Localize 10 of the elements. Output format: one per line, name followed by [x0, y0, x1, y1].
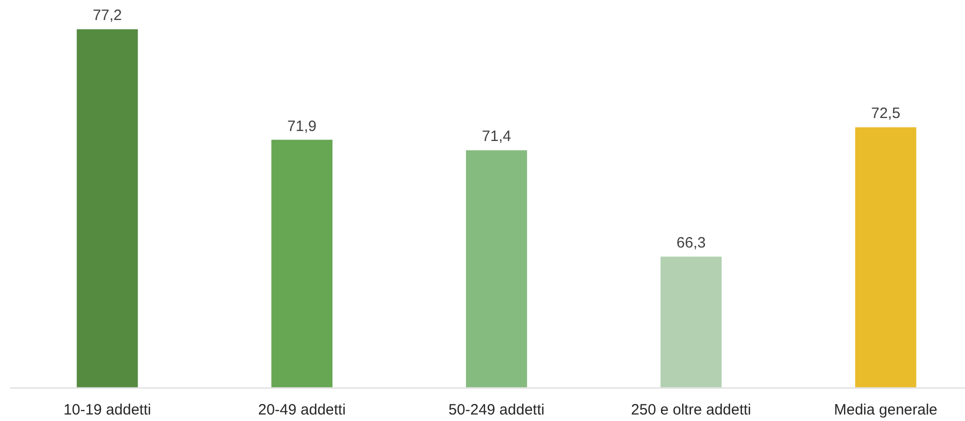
data-label: 71,4 — [482, 128, 512, 146]
x-tick-label: 20-49 addetti — [258, 402, 346, 418]
x-tick-label: Media generale — [834, 402, 938, 418]
data-label: 77,2 — [92, 7, 122, 24]
x-tick-label: 250 e oltre addetti — [631, 402, 752, 418]
x-tick-label: 50-249 addetti — [448, 402, 544, 418]
x-tick-label: 10-19 addetti — [64, 402, 152, 418]
data-label: 72,5 — [871, 105, 900, 122]
data-label: 71,9 — [287, 118, 316, 135]
data-label: 66,3 — [676, 234, 706, 252]
